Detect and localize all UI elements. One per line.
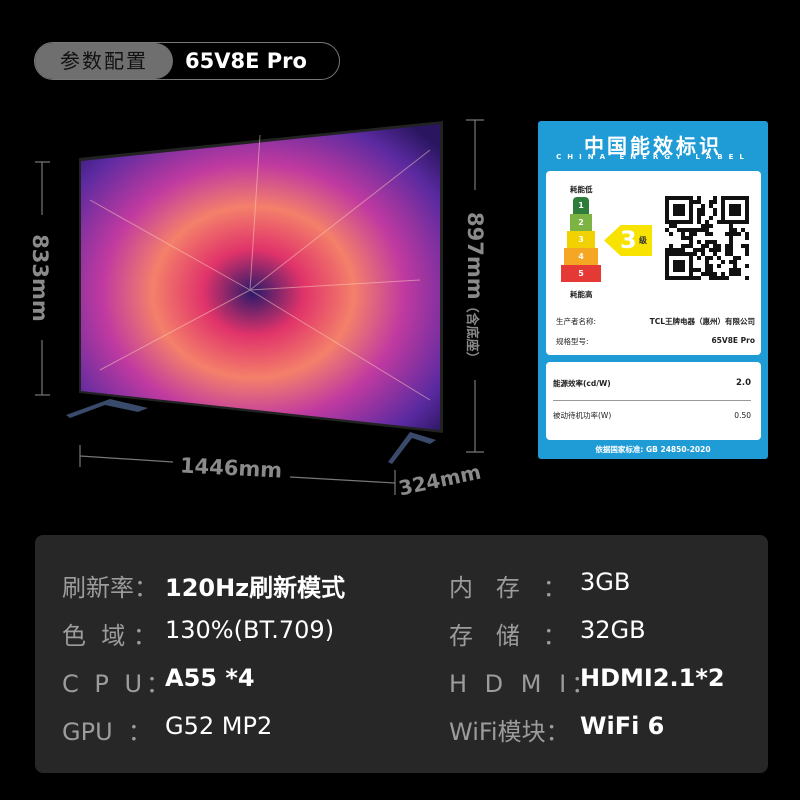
spec-label-refresh: 刷新率： bbox=[62, 574, 158, 602]
spec-label-hdmi: H D M I： bbox=[449, 670, 601, 698]
efficiency-label: 能源效率(cd/W) bbox=[553, 379, 611, 388]
spec-panel: 刷新率： 120Hz刷新模式 色 域 ： 130%(BT.709) C P U：… bbox=[35, 535, 768, 773]
energy-grade-box: 耗能低 1 2 3 4 5 耗能高 3 级 生产者名称: TCL王牌电器（惠州）… bbox=[546, 171, 761, 355]
standard-note: 依据国家标准: GB 24850-2020 bbox=[595, 445, 711, 454]
current-grade-arrow: 3 级 bbox=[604, 225, 652, 256]
efficiency-value: 2.0 bbox=[735, 378, 751, 388]
section-label: 参数配置 bbox=[35, 43, 173, 79]
spec-value-gpu: G52 MP2 bbox=[165, 712, 273, 740]
tv-screen bbox=[81, 124, 440, 430]
model-name: 65V8E Pro bbox=[185, 49, 307, 73]
height-with-stand-dimension: 897mm（含底座） bbox=[463, 212, 487, 365]
spec-label-gpu: GPU ： bbox=[62, 718, 152, 746]
grade-4: 4 bbox=[564, 248, 598, 265]
model-tag: 参数配置 65V8E Pro bbox=[34, 42, 340, 80]
spec-value-gamut: 130%(BT.709) bbox=[165, 616, 335, 644]
tv-stand-right bbox=[388, 432, 436, 464]
spec-value-wifi: WiFi 6 bbox=[580, 712, 665, 740]
tv-stand-left bbox=[66, 399, 148, 418]
energy-label: 中国能效标识 CHINA ENERGY LABEL 耗能低 1 2 3 4 5 … bbox=[538, 121, 768, 459]
standby-label: 被动待机功率(W) bbox=[553, 411, 612, 420]
spec-label-storage: 存 储 ： bbox=[449, 622, 567, 650]
spec-value-hdmi: HDMI2.1*2 bbox=[580, 664, 725, 692]
spec-label-gamut: 色 域 ： bbox=[62, 622, 157, 650]
high-consumption-label: 耗能高 bbox=[570, 290, 593, 299]
spec-value-storage: 32GB bbox=[580, 616, 646, 644]
current-grade: 3 bbox=[620, 226, 637, 254]
maker-label: 生产者名称: bbox=[556, 317, 597, 326]
energy-label-title: 中国能效标识 bbox=[584, 134, 722, 158]
maker-value: TCL王牌电器（惠州）有限公司 bbox=[649, 317, 755, 326]
energy-efficiency-box: 能源效率(cd/W) 2.0 被动待机功率(W) 0.50 bbox=[546, 362, 761, 440]
with-stand-note: （含底座） bbox=[464, 299, 479, 365]
grade-2: 2 bbox=[570, 214, 592, 231]
height-with-stand-value: 897mm bbox=[463, 212, 487, 300]
standby-value: 0.50 bbox=[734, 411, 751, 420]
spec-value-memory: 3GB bbox=[580, 568, 631, 596]
spec-label-wifi: WiFi模块： bbox=[449, 718, 570, 746]
grade-3: 3 bbox=[567, 231, 595, 248]
tv-illustration bbox=[35, 119, 484, 495]
spec-label-cpu: C P U： bbox=[62, 670, 175, 698]
grade-5: 5 bbox=[561, 265, 601, 282]
spec-value-refresh: 120Hz刷新模式 bbox=[165, 574, 346, 602]
grade-1: 1 bbox=[573, 197, 589, 214]
grade-suffix: 级 bbox=[639, 236, 647, 245]
model-label: 规格型号: bbox=[556, 337, 589, 346]
spec-label-memory: 内 存 ： bbox=[449, 574, 567, 602]
height-dimension: 833mm bbox=[28, 234, 52, 322]
energy-label-subtitle: CHINA ENERGY LABEL bbox=[556, 153, 750, 161]
low-consumption-label: 耗能低 bbox=[570, 185, 593, 194]
model-value: 65V8E Pro bbox=[711, 336, 755, 345]
spec-value-cpu: A55 *4 bbox=[165, 664, 255, 692]
qr-code bbox=[665, 196, 749, 280]
divider bbox=[553, 400, 751, 401]
